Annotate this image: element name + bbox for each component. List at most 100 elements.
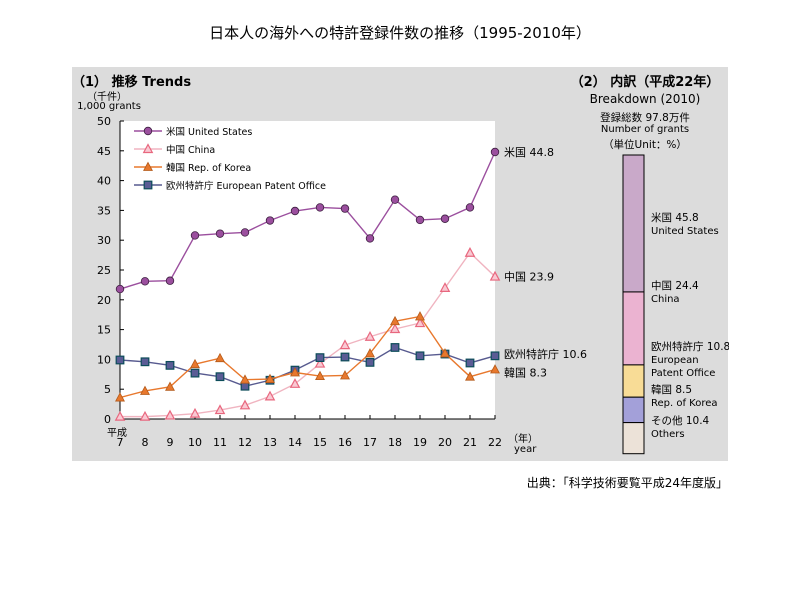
us-marker: [143, 126, 153, 136]
bar-label-others: その他 10.4 Others: [651, 415, 729, 441]
china-marker: [314, 357, 326, 368]
bar-label-korea: 韓国 8.5 Rep. of Korea: [651, 384, 729, 410]
korea-marker: [190, 358, 200, 369]
x-tick-label: 11: [213, 436, 227, 449]
china-marker: [489, 270, 501, 281]
y-tick-label: 40: [97, 175, 111, 188]
x-tick-label: 9: [167, 436, 174, 449]
epo-marker: [390, 343, 400, 352]
china-marker: [464, 246, 476, 257]
series-korea: [115, 311, 500, 402]
x-unit-en: year: [514, 444, 537, 455]
breakdown-total-en: Number of grants: [600, 124, 690, 135]
china-marker: [114, 410, 126, 421]
x-tick-label: 12: [238, 436, 252, 449]
bar-label-en: China: [651, 294, 680, 305]
korea-marker: [415, 311, 425, 321]
bar-label-jp: 中国 24.4: [651, 280, 699, 292]
series-us: [115, 147, 500, 294]
legend-label: 韓国 Rep. of Korea: [166, 163, 251, 174]
breakdown-section-label: （2） 内訳（平成22年）: [570, 75, 720, 90]
x-tick-label: 19: [413, 436, 427, 449]
era-label: 平成: [107, 428, 127, 439]
source-citation: 出典：「科学技術要覧平成24年度版」: [526, 476, 728, 490]
y-axis: 0 5 10 15 20 25 30 35 40 45 50: [97, 115, 124, 426]
y-unit-en: 1,000 grants: [77, 101, 141, 112]
x-tick-label: 18: [388, 436, 402, 449]
epo-marker: [465, 358, 475, 368]
china-marker: [139, 410, 151, 421]
bar-label-jp: 欧州特許庁 10.8: [651, 341, 729, 353]
x-tick-label: 22: [488, 436, 502, 449]
china-marker: [239, 399, 251, 410]
bar-label-en: United States: [651, 226, 719, 237]
us-line: [119, 151, 496, 290]
legend-item-korea: 韓国 Rep. of Korea: [134, 161, 251, 174]
china-marker: [142, 143, 154, 154]
bar-label-china: 中国 24.4 China: [651, 280, 729, 306]
legend-label: 欧州特許庁 European Patent Office: [166, 180, 326, 192]
x-tick-label: 20: [438, 436, 452, 449]
bar-label-en: European Patent Office: [651, 355, 716, 379]
bar-label-jp: その他 10.4: [651, 415, 710, 427]
us-marker: [265, 216, 275, 225]
bar-label-en: Others: [651, 429, 685, 440]
korea-marker: [165, 381, 175, 391]
korea-line: [119, 315, 496, 399]
us-marker: [415, 215, 425, 225]
korea-marker: [290, 367, 300, 377]
y-tick-label: 35: [97, 204, 111, 217]
korea-marker: [390, 315, 400, 326]
korea-marker: [143, 161, 153, 171]
trends-section-label: （1） 推移 Trends: [72, 75, 192, 90]
series-layer: [114, 147, 501, 421]
x-tick-label: 17: [363, 436, 377, 449]
y-unit-jp: （千件）: [87, 92, 127, 103]
us-marker: [215, 229, 225, 238]
y-tick-label: 5: [104, 383, 111, 396]
breakdown-subtitle: Breakdown (2010): [589, 92, 701, 106]
korea-marker: [115, 392, 125, 402]
china-marker: [264, 390, 276, 401]
legend-label: 米国 United States: [166, 126, 252, 138]
korea-marker: [340, 370, 350, 380]
epo-marker: [115, 355, 125, 365]
epo-marker: [215, 372, 225, 382]
y-tick-label: 50: [97, 115, 111, 128]
china-marker: [339, 339, 351, 350]
x-tick-label: 16: [338, 436, 352, 449]
china-marker: [289, 378, 301, 388]
china-marker: [189, 407, 201, 418]
us-marker: [165, 276, 175, 285]
y-tick-label: 20: [97, 294, 111, 307]
epo-marker: [365, 357, 375, 367]
us-marker: [190, 231, 200, 240]
epo-marker: [315, 353, 325, 363]
china-marker: [414, 317, 426, 328]
legend: 米国 United States 中国 China 韓国 Rep. of Korea…: [134, 126, 326, 192]
x-unit-jp: （年）: [508, 434, 538, 445]
us-marker: [490, 147, 500, 157]
us-marker: [340, 204, 350, 213]
korea-marker: [265, 373, 275, 383]
end-label-epo: 欧州特許庁 10.6: [504, 347, 587, 361]
korea-marker: [465, 371, 475, 381]
us-marker: [140, 277, 150, 286]
epo-marker: [190, 368, 200, 378]
x-tick-label: 15: [313, 436, 327, 449]
x-tick-label: 21: [463, 436, 477, 449]
us-marker: [465, 203, 475, 212]
epo-marker: [140, 357, 150, 367]
us-marker: [390, 195, 400, 204]
y-tick-label: 30: [97, 234, 111, 247]
y-tick-label: 10: [97, 353, 111, 366]
korea-marker: [240, 374, 250, 384]
bar-label-jp: 米国 45.8: [651, 212, 699, 224]
legend-item-china: 中国 China: [134, 143, 215, 156]
china-marker: [364, 330, 376, 341]
end-labels: 米国 44.8 中国 23.9 韓国 8.3 欧州特許庁 10.6: [504, 146, 587, 380]
korea-marker: [315, 370, 325, 380]
epo-marker: [143, 180, 153, 190]
legend-item-us: 米国 United States: [134, 126, 252, 138]
legend-item-epo: 欧州特許庁 European Patent Office: [134, 180, 326, 192]
